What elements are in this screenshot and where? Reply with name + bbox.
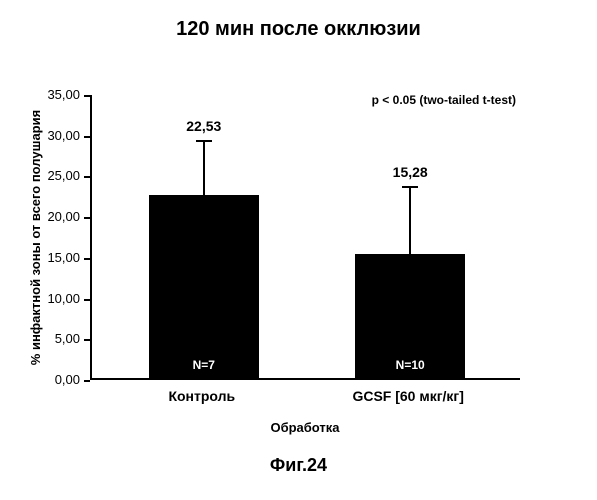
y-tick-label: 15,00 <box>32 250 80 265</box>
y-tick-label: 35,00 <box>32 87 80 102</box>
y-tick-label: 25,00 <box>32 168 80 183</box>
bar-value-label: 15,28 <box>370 164 450 180</box>
plot-area: 22,53 N=7 15,28 N=10 <box>90 95 520 380</box>
y-tick <box>84 299 90 301</box>
y-tick <box>84 339 90 341</box>
y-tick <box>84 136 90 138</box>
bar-value-label: 22,53 <box>164 118 244 134</box>
y-tick <box>84 95 90 97</box>
x-axis-label: Обработка <box>90 420 520 435</box>
n-label: N=10 <box>355 358 465 372</box>
chart-title: 120 мин после окклюзии <box>0 18 597 41</box>
y-tick-label: 5,00 <box>32 331 80 346</box>
bar <box>149 195 259 378</box>
chart-container: 120 мин после окклюзии p < 0.05 (two-tai… <box>0 0 597 500</box>
error-bar <box>203 140 205 197</box>
y-tick <box>84 380 90 382</box>
y-tick-label: 0,00 <box>32 372 80 387</box>
y-tick-label: 10,00 <box>32 291 80 306</box>
y-tick <box>84 217 90 219</box>
error-cap <box>402 186 418 188</box>
y-tick <box>84 258 90 260</box>
category-label: Контроль <box>112 388 292 404</box>
y-tick <box>84 176 90 178</box>
error-bar <box>409 186 411 255</box>
n-label: N=7 <box>149 358 259 372</box>
category-label: GCSF [60 мкг/кг] <box>318 388 498 404</box>
figure-caption: Фиг.24 <box>0 455 597 476</box>
y-tick-label: 30,00 <box>32 128 80 143</box>
y-tick-label: 20,00 <box>32 209 80 224</box>
error-cap <box>196 140 212 142</box>
